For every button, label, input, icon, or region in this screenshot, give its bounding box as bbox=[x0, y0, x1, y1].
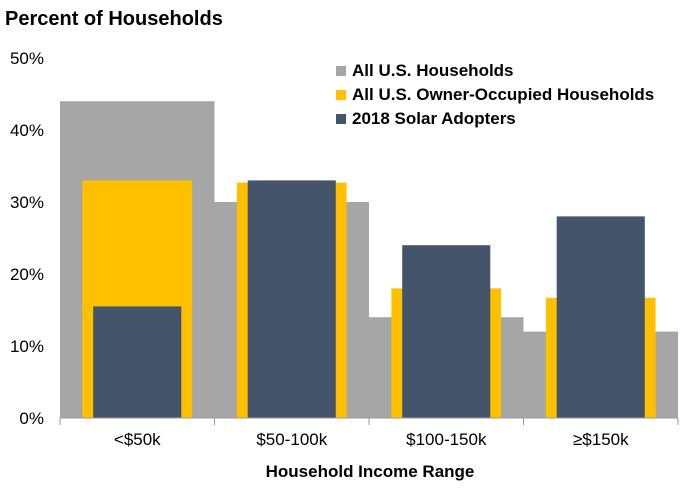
bar-2018-solar-adopters-1 bbox=[247, 180, 336, 418]
y-tick-label: 20% bbox=[10, 265, 44, 284]
y-tick-label: 10% bbox=[10, 337, 44, 356]
legend-label-2018-solar-adopters: 2018 Solar Adopters bbox=[352, 109, 516, 128]
y-tick-label: 40% bbox=[10, 121, 44, 140]
x-tick-label: <$50k bbox=[114, 430, 161, 449]
x-axis-title: Household Income Range bbox=[266, 462, 475, 481]
bar-2018-solar-adopters-3 bbox=[556, 216, 645, 418]
legend-label-all-u-s-owner-occupied-households: All U.S. Owner-Occupied Households bbox=[352, 85, 654, 104]
bar-2018-solar-adopters-2 bbox=[402, 245, 491, 418]
legend: All U.S. Households All U.S. Owner-Occupi… bbox=[336, 61, 654, 128]
legend-swatch-2018-solar-adopters bbox=[336, 114, 346, 124]
legend-swatch-all-u-s-owner-occupied-households bbox=[336, 90, 346, 100]
x-tick-label: $50-100k bbox=[256, 430, 327, 449]
legend-label-all-u-s-households: All U.S. Households bbox=[352, 61, 514, 80]
y-axis-title: Percent of Households bbox=[5, 8, 223, 30]
bars-layer bbox=[60, 101, 678, 418]
x-tick-label: $100-150k bbox=[406, 430, 487, 449]
y-tick-label: 30% bbox=[10, 193, 44, 212]
legend-swatch-all-u-s-households bbox=[336, 66, 346, 76]
y-tick-label: 0% bbox=[19, 409, 44, 428]
y-tick-label: 50% bbox=[10, 49, 44, 68]
bar-2018-solar-adopters-0 bbox=[93, 306, 182, 418]
x-tick-label: ≥$150k bbox=[573, 430, 629, 449]
axes-layer: 0% 10% 20% 30% 40% 50% <$50k $50-100k $100-150k ≥… bbox=[10, 49, 679, 449]
